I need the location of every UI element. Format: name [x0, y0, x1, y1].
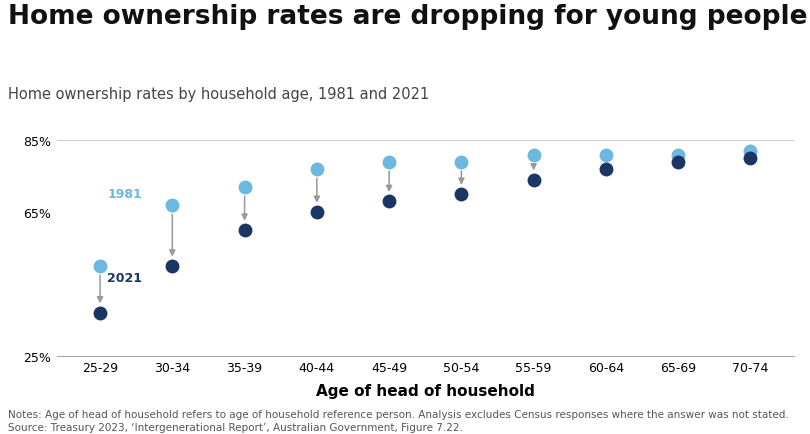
Point [455, 191, 468, 198]
Point [599, 166, 612, 173]
Point [166, 263, 179, 270]
Text: 1981: 1981 [107, 187, 142, 200]
Point [744, 155, 757, 162]
Text: 2021: 2021 [107, 272, 142, 285]
Point [166, 202, 179, 209]
Text: Home ownership rates are dropping for young people: Home ownership rates are dropping for yo… [8, 4, 808, 30]
Point [238, 227, 251, 234]
Point [527, 177, 540, 184]
Text: Home ownership rates by household age, 1981 and 2021: Home ownership rates by household age, 1… [8, 87, 429, 102]
X-axis label: Age of head of household: Age of head of household [316, 383, 535, 398]
Point [527, 152, 540, 159]
Point [599, 152, 612, 159]
Point [671, 159, 684, 166]
Point [382, 198, 395, 205]
Point [238, 184, 251, 191]
Point [455, 159, 468, 166]
Point [94, 309, 107, 316]
Point [382, 159, 395, 166]
Text: Notes: Age of head of household refers to age of household reference person. Ana: Notes: Age of head of household refers t… [8, 409, 789, 432]
Point [310, 166, 323, 173]
Point [671, 152, 684, 159]
Point [94, 263, 107, 270]
Point [310, 209, 323, 216]
Point [744, 148, 757, 155]
